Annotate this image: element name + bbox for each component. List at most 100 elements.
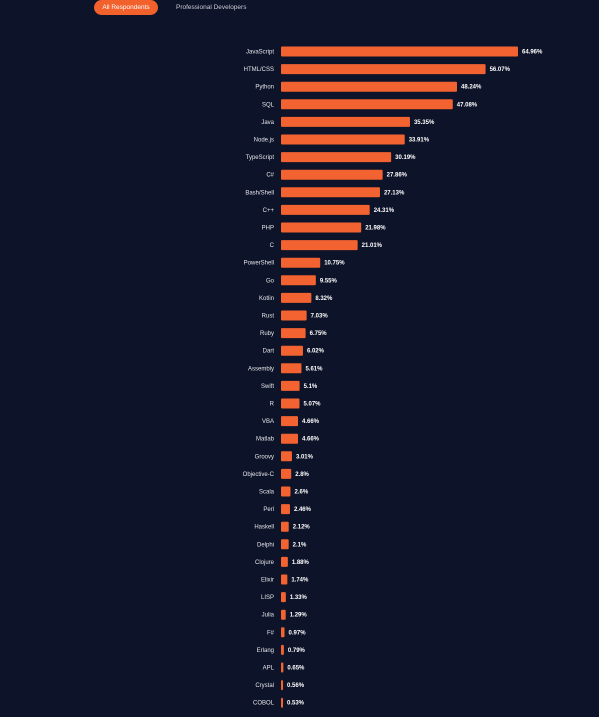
category-label: Erlang	[257, 648, 274, 654]
category-label: APL	[263, 666, 275, 672]
value-label: 0.65%	[287, 666, 305, 672]
bar[interactable]	[281, 257, 321, 268]
bar[interactable]	[281, 292, 312, 303]
value-label: 27.13%	[384, 190, 405, 196]
value-label: 21.98%	[365, 226, 386, 232]
category-label: Elixir	[261, 578, 274, 584]
value-label: 1.74%	[291, 578, 309, 584]
bar[interactable]	[281, 310, 307, 321]
category-label: C	[270, 243, 275, 249]
value-label: 10.75%	[324, 261, 345, 267]
bar[interactable]	[281, 240, 358, 251]
bar[interactable]	[281, 99, 453, 110]
value-label: 56.07%	[490, 67, 511, 73]
value-label: 47.08%	[457, 102, 478, 108]
bar[interactable]	[281, 556, 288, 567]
bar[interactable]	[281, 204, 370, 215]
bar[interactable]	[281, 697, 283, 708]
bar[interactable]	[281, 380, 300, 391]
bar[interactable]	[281, 644, 284, 655]
value-label: 6.75%	[310, 331, 328, 337]
bar[interactable]	[281, 486, 291, 497]
category-label: TypeScript	[246, 155, 275, 161]
category-label: SQL	[262, 102, 275, 108]
category-label: Kotlin	[259, 296, 274, 302]
value-label: 2.46%	[294, 507, 312, 513]
category-label: C#	[266, 173, 274, 179]
bar[interactable]	[281, 169, 383, 180]
category-label: Objective-C	[243, 472, 275, 478]
category-label: Groovy	[255, 454, 274, 460]
bar[interactable]	[281, 468, 292, 479]
value-label: 2.12%	[293, 525, 311, 531]
value-label: 0.97%	[289, 630, 307, 636]
value-label: 5.1%	[304, 384, 318, 390]
bar[interactable]	[281, 416, 299, 427]
value-label: 35.35%	[414, 120, 435, 126]
bar[interactable]	[281, 187, 380, 198]
category-label: Python	[255, 85, 274, 91]
category-label: Haskell	[254, 525, 274, 531]
respondent-tabs: All Respondents Professional Developers	[94, 0, 254, 15]
bar[interactable]	[281, 574, 288, 585]
value-label: 9.55%	[320, 278, 338, 284]
category-label: Delphi	[257, 542, 274, 548]
category-label: C++	[263, 208, 275, 214]
value-label: 48.24%	[461, 85, 482, 91]
bar[interactable]	[281, 222, 362, 233]
category-label: Assembly	[248, 366, 274, 372]
category-label: Perl	[263, 507, 274, 513]
category-label: Ruby	[260, 331, 274, 337]
value-label: 2.6%	[294, 490, 308, 496]
value-label: 2.1%	[293, 542, 307, 548]
category-label: LISP	[261, 595, 274, 601]
bar[interactable]	[281, 398, 300, 409]
value-label: 5.07%	[303, 402, 321, 408]
bar[interactable]	[281, 116, 410, 127]
value-label: 4.66%	[302, 419, 320, 425]
bar[interactable]	[281, 451, 292, 462]
category-label: COBOL	[253, 701, 275, 707]
tab-all-respondents[interactable]: All Respondents	[94, 0, 158, 15]
bar[interactable]	[281, 46, 518, 57]
category-label: Julia	[262, 613, 275, 619]
value-label: 0.56%	[287, 683, 305, 689]
tab-professional-developers[interactable]: Professional Developers	[176, 4, 247, 11]
value-label: 24.31%	[374, 208, 395, 214]
bar[interactable]	[281, 680, 284, 691]
value-label: 0.79%	[288, 648, 306, 654]
value-label: 30.19%	[395, 155, 416, 161]
bar[interactable]	[281, 363, 302, 374]
value-label: 5.61%	[305, 366, 323, 372]
bar[interactable]	[281, 275, 316, 286]
bar[interactable]	[281, 152, 392, 163]
category-label: Clojure	[255, 560, 275, 566]
bar[interactable]	[281, 81, 457, 92]
bar[interactable]	[281, 433, 299, 444]
bar[interactable]	[281, 662, 284, 673]
category-label: Dart	[263, 349, 275, 355]
bar[interactable]	[281, 609, 286, 620]
category-label: Swift	[261, 384, 274, 390]
value-label: 33.91%	[409, 138, 430, 144]
category-label: Go	[266, 278, 275, 284]
bar[interactable]	[281, 627, 285, 638]
value-label: 4.66%	[302, 437, 320, 443]
value-label: 1.88%	[292, 560, 310, 566]
bar[interactable]	[281, 539, 289, 550]
category-label: Crystal	[255, 683, 274, 689]
bar[interactable]	[281, 134, 405, 145]
bar[interactable]	[281, 64, 486, 75]
value-label: 3.01%	[296, 454, 314, 460]
value-label: 64.96%	[522, 50, 543, 56]
bar[interactable]	[281, 521, 289, 532]
category-label: Rust	[262, 314, 275, 320]
bar[interactable]	[281, 345, 303, 356]
category-label: Matlab	[256, 437, 275, 443]
category-label: Node.js	[254, 138, 274, 144]
bar[interactable]	[281, 592, 286, 603]
value-label: 2.8%	[295, 472, 309, 478]
bar[interactable]	[281, 328, 306, 339]
bar[interactable]	[281, 504, 290, 515]
